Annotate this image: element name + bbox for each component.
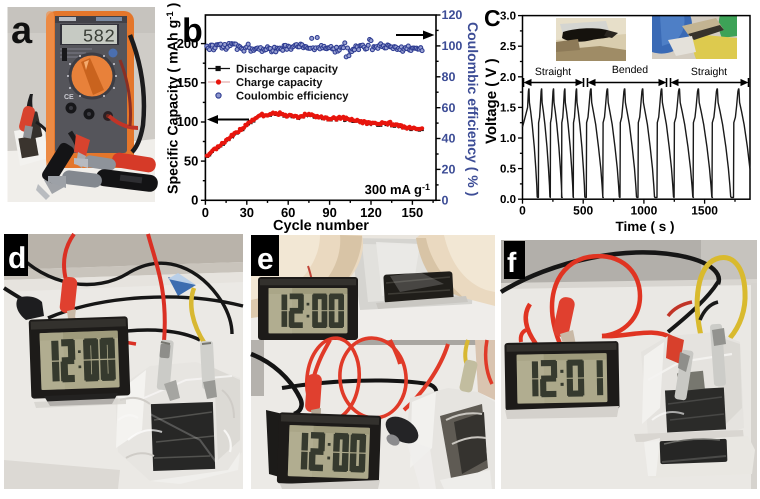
- svg-text:0: 0: [442, 194, 449, 208]
- svg-text:100: 100: [177, 114, 199, 129]
- svg-text:CE: CE: [64, 94, 74, 101]
- svg-text:Straight: Straight: [535, 66, 571, 78]
- svg-text:a: a: [11, 10, 33, 52]
- svg-text:Discharge capacity: Discharge capacity: [236, 64, 339, 76]
- svg-text:40: 40: [442, 132, 456, 146]
- svg-text:120: 120: [442, 8, 463, 22]
- svg-text:2.0: 2.0: [500, 72, 516, 84]
- svg-text:e: e: [257, 243, 274, 276]
- svg-text:0.5: 0.5: [500, 164, 517, 176]
- svg-text:150: 150: [177, 75, 199, 90]
- svg-text:1.5: 1.5: [500, 102, 517, 114]
- svg-text:Cycle number: Cycle number: [273, 218, 369, 234]
- svg-text:Voltage ( V ): Voltage ( V ): [483, 58, 500, 144]
- svg-text:Coulombic efficiency: Coulombic efficiency: [236, 91, 349, 103]
- svg-text:Time ( s ): Time ( s ): [615, 219, 674, 234]
- svg-text:Specific Capacity ( mAh g-1 ): Specific Capacity ( mAh g-1 ): [165, 2, 182, 194]
- svg-text:100: 100: [442, 39, 463, 53]
- svg-text:1.0: 1.0: [500, 133, 516, 145]
- svg-text:b: b: [182, 12, 203, 50]
- svg-text:0: 0: [519, 204, 526, 218]
- svg-text:500: 500: [573, 204, 593, 218]
- svg-text:60: 60: [281, 205, 295, 220]
- svg-text:0: 0: [202, 205, 209, 220]
- svg-text:Straight: Straight: [691, 66, 727, 78]
- svg-text:d: d: [8, 242, 26, 275]
- svg-text:0: 0: [191, 193, 198, 208]
- svg-text:Coulombic efficiency ( % ): Coulombic efficiency ( % ): [465, 22, 481, 196]
- svg-text:20: 20: [442, 163, 456, 177]
- svg-text:80: 80: [442, 70, 456, 84]
- svg-text:60: 60: [442, 101, 456, 115]
- svg-text:200: 200: [177, 36, 199, 51]
- svg-text:50: 50: [184, 153, 198, 168]
- svg-text:1500: 1500: [691, 204, 718, 218]
- svg-text:0.0: 0.0: [500, 194, 516, 206]
- svg-text:f: f: [507, 247, 517, 278]
- svg-text:1000: 1000: [631, 204, 658, 218]
- svg-text:3.0: 3.0: [500, 11, 516, 23]
- svg-text:120: 120: [360, 205, 382, 220]
- svg-text:90: 90: [322, 205, 336, 220]
- svg-text:Bended: Bended: [612, 64, 648, 76]
- svg-text:Charge capacity: Charge capacity: [236, 77, 323, 89]
- svg-text:150: 150: [402, 205, 424, 220]
- svg-text:582: 582: [83, 28, 115, 48]
- svg-text:C: C: [484, 5, 501, 31]
- svg-text:2.5: 2.5: [500, 41, 517, 53]
- svg-text:300 mA g-1: 300 mA g-1: [365, 182, 430, 197]
- svg-text:30: 30: [240, 205, 254, 220]
